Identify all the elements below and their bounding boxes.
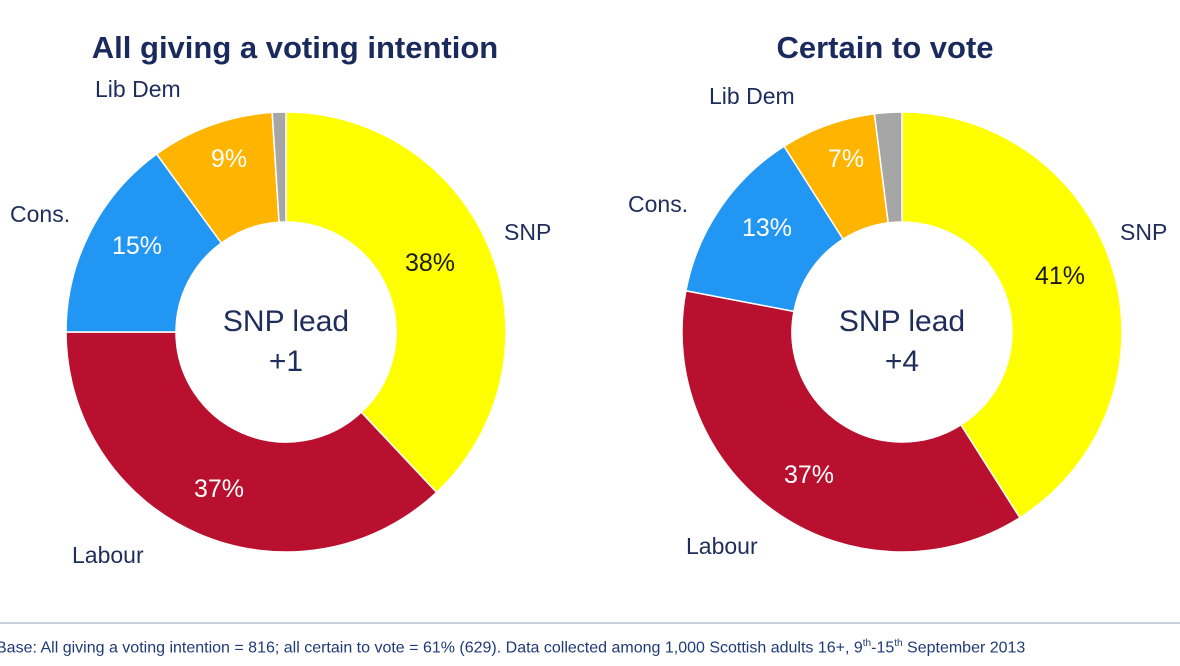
footnote-text-c: September 2013 bbox=[902, 639, 1026, 657]
legend-label-right-3: Lib Dem bbox=[709, 83, 795, 109]
chart-right: 41% 37% 13% 7% SNP Labour Cons. Lib Dem SNP lead… bbox=[590, 0, 1180, 600]
slice-snp-left bbox=[285, 111, 507, 494]
data-label-left-0: 38% bbox=[405, 249, 455, 277]
legend-label-right-2: Cons. bbox=[628, 191, 688, 217]
center-label-left-0: SNP lead bbox=[223, 305, 349, 338]
footnote-divider bbox=[0, 622, 1180, 624]
legend-label-left-1: Labour bbox=[72, 542, 144, 568]
legend-label-left-2: Cons. bbox=[10, 201, 70, 227]
donut-chart-right: 41% 37% 13% 7% SNP Labour Cons. Lib Dem SNP lead… bbox=[628, 83, 1167, 559]
footnote-text-a: Base: All giving a voting intention = 81… bbox=[0, 639, 863, 657]
legend-label-right-0: SNP bbox=[1120, 219, 1167, 245]
data-label-left-3: 9% bbox=[211, 145, 247, 173]
footnote-sup-a: th bbox=[862, 638, 872, 649]
data-label-left-2: 15% bbox=[112, 232, 162, 260]
chart-title-right: Certain to vote bbox=[776, 30, 994, 65]
data-label-right-0: 41% bbox=[1035, 262, 1085, 290]
data-label-right-3: 7% bbox=[828, 145, 864, 173]
donut-chart-left: 38% 37% 15% 9% SNP Labour Cons. Lib Dem SNP lead… bbox=[10, 76, 551, 568]
slice-cons-left bbox=[65, 152, 223, 333]
center-label-left-1: +1 bbox=[269, 345, 303, 378]
slice-labour-left bbox=[65, 331, 438, 553]
footnote-text-b: -15 bbox=[871, 639, 895, 657]
slice-other-right bbox=[873, 111, 903, 224]
slice-labour-right bbox=[681, 289, 1021, 553]
legend-label-left-0: SNP bbox=[504, 219, 551, 245]
legend-label-right-1: Labour bbox=[686, 533, 758, 559]
center-label-right-0: SNP lead bbox=[839, 305, 965, 338]
legend-label-left-3: Lib Dem bbox=[95, 76, 181, 102]
data-label-right-2: 13% bbox=[742, 214, 792, 242]
data-label-right-1: 37% bbox=[784, 461, 834, 489]
footnote: Base: All giving a voting intention = 81… bbox=[0, 638, 1025, 657]
center-label-right-1: +4 bbox=[885, 345, 919, 378]
chart-title-left: All giving a voting intention bbox=[91, 30, 499, 65]
slice-other-left bbox=[271, 111, 287, 224]
data-label-left-1: 37% bbox=[194, 475, 244, 503]
footnote-sup-b: th bbox=[894, 638, 903, 649]
chart-left: 38% 37% 15% 9% SNP Labour Cons. Lib Dem SNP lead… bbox=[0, 0, 590, 600]
slice-snp-right bbox=[901, 111, 1123, 519]
